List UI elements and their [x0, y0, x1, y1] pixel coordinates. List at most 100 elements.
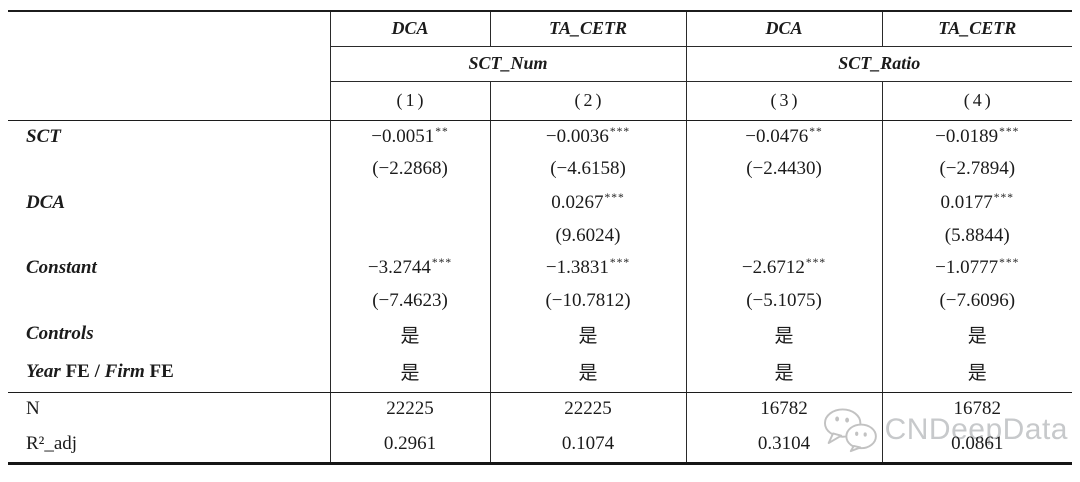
coef-value: −0.0051	[371, 125, 435, 147]
table-row-constant-coef: Constant −3.2744*** −1.3831*** −2.6712**…	[8, 250, 1072, 286]
coef-cell: −2.6712***	[685, 250, 882, 286]
row-label-r2adj: R²_adj	[8, 426, 330, 465]
table-row-controls: Controls 是 是 是 是	[8, 316, 1072, 352]
value-cell: 是	[685, 352, 882, 393]
r2-value-cell: 0.2961	[329, 426, 490, 465]
coef-value: −3.2744	[367, 257, 431, 278]
table-row-dca-tstat: (9.6024) (5.8844)	[8, 221, 1072, 250]
coef-value: −0.0476	[745, 125, 809, 147]
coef-value: −0.0036	[545, 125, 609, 147]
significance-stars: ***	[609, 257, 631, 269]
significance-stars: ***	[999, 257, 1020, 269]
significance-stars: ***	[993, 191, 1014, 204]
tstat-cell: (−2.7894)	[881, 153, 1072, 184]
coef-cell	[685, 184, 882, 221]
header-colnum-cell: (1)	[329, 81, 490, 121]
year-label: Year	[26, 360, 61, 382]
value-cell: 是	[329, 316, 490, 352]
table-row-constant-tstat: (−7.4623) (−10.7812) (−5.1075) (−7.6096)	[8, 286, 1072, 316]
coef-cell: −3.2744***	[329, 250, 490, 286]
coef-value: 0.0267	[551, 191, 604, 213]
header-group-cell: SCT_Ratio	[685, 46, 1072, 82]
value-cell: 是	[489, 316, 686, 352]
coef-cell: −1.3831***	[489, 250, 686, 286]
tstat-cell: (9.6024)	[489, 221, 686, 250]
table-row-sct-coef: SCT −0.0051** −0.0036*** −0.0476** −0.01…	[8, 120, 1072, 153]
fe-label: FE	[144, 360, 174, 382]
row-label-constant: Constant	[26, 257, 97, 278]
tstat-cell: (5.8844)	[881, 221, 1072, 250]
r2-value-cell: 0.0861	[881, 426, 1072, 465]
coef-value: −1.3831	[545, 257, 609, 278]
fe-label: FE /	[60, 360, 105, 382]
coef-cell: −0.0189***	[881, 120, 1072, 153]
r2-value-cell: 0.3104	[685, 426, 882, 465]
coef-value: 0.0177	[940, 191, 993, 213]
n-value-cell: 16782	[685, 392, 882, 426]
tstat-cell	[685, 221, 882, 250]
significance-stars: **	[809, 125, 823, 138]
significance-stars: **	[435, 125, 449, 138]
value-cell: 是	[489, 352, 686, 393]
n-value-cell: 22225	[489, 392, 686, 426]
coef-cell: 0.0177***	[881, 184, 1072, 221]
value-cell: 是	[685, 316, 882, 352]
r2-value-cell: 0.1074	[489, 426, 686, 465]
coef-cell: −1.0777***	[881, 250, 1072, 286]
tstat-cell: (−2.2868)	[329, 153, 490, 184]
header-row-groups: SCT_Num SCT_Ratio	[8, 46, 1072, 82]
value-cell: 是	[881, 352, 1072, 393]
table-row-sct-tstat: (−2.2868) (−4.6158) (−2.4430) (−2.7894)	[8, 153, 1072, 184]
header-colnum-cell: (3)	[685, 81, 882, 121]
row-label-dca: DCA	[26, 191, 66, 213]
tstat-cell: (−2.4430)	[685, 153, 882, 184]
coef-cell: −0.0476**	[685, 120, 882, 153]
header-row-models: DCA TA_CETR DCA TA_CETR	[8, 10, 1072, 121]
stub-header-cell	[8, 10, 330, 121]
value-cell: 是	[329, 352, 490, 393]
row-label-n: N	[26, 398, 40, 420]
tstat-cell	[329, 221, 490, 250]
empty-label-cell	[8, 153, 330, 184]
significance-stars: ***	[609, 125, 631, 138]
table-row-r2adj: R²_adj 0.2961 0.1074 0.3104 0.0861	[8, 426, 1072, 465]
header-colnum-cell: (4)	[881, 81, 1072, 121]
coef-value: −0.0189	[935, 125, 999, 147]
tstat-cell: (−7.4623)	[329, 286, 490, 316]
tstat-cell: (−4.6158)	[489, 153, 686, 184]
row-label-fixed-effects: Year FE / Firm FE	[8, 352, 330, 393]
significance-stars: ***	[431, 257, 453, 269]
significance-stars: ***	[604, 191, 625, 204]
value-cell: 是	[881, 316, 1072, 352]
coef-value: −1.0777	[935, 257, 999, 278]
tstat-cell: (−5.1075)	[685, 286, 882, 316]
tstat-cell: (−10.7812)	[489, 286, 686, 316]
header-colnum-cell: (2)	[489, 81, 686, 121]
n-value-cell: 22225	[329, 392, 490, 426]
header-model-cell: TA_CETR	[881, 10, 1072, 47]
firm-label: Firm	[104, 360, 145, 382]
header-model-cell: DCA	[329, 10, 490, 47]
row-label-sct: SCT	[26, 125, 61, 147]
row-label-controls: Controls	[26, 323, 94, 344]
header-model-cell: TA_CETR	[489, 10, 686, 47]
coef-value: −2.6712	[741, 257, 805, 278]
coef-cell: −0.0036***	[489, 120, 686, 153]
header-group-cell: SCT_Num	[329, 46, 686, 82]
tstat-cell: (−7.6096)	[881, 286, 1072, 316]
coef-cell	[329, 184, 490, 221]
coef-cell: 0.0267***	[489, 184, 686, 221]
n-value-cell: 16782	[881, 392, 1072, 426]
regression-table: DCA TA_CETR DCA TA_CETR SCT_Num SCT_Rati…	[8, 10, 1072, 465]
table-row-dca-coef: DCA 0.0267*** 0.0177***	[8, 184, 1072, 221]
table-row-fixed-effects: Year FE / Firm FE 是 是 是 是	[8, 352, 1072, 393]
table-row-n: N 22225 22225 16782 16782	[8, 392, 1072, 426]
header-model-cell: DCA	[685, 10, 882, 47]
coef-cell: −0.0051**	[329, 120, 490, 153]
empty-label-cell	[8, 286, 330, 316]
significance-stars: ***	[999, 125, 1020, 138]
significance-stars: ***	[805, 257, 827, 269]
header-row-columns: (1) (2) (3) (4)	[8, 81, 1072, 121]
empty-label-cell	[8, 221, 330, 250]
